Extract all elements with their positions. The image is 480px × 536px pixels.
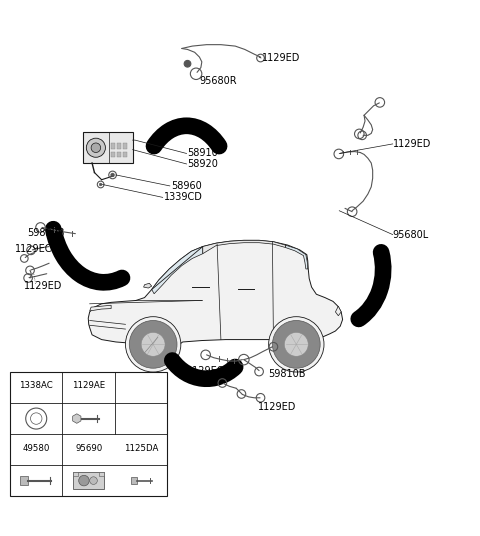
Circle shape [284, 332, 308, 356]
Circle shape [129, 321, 177, 368]
Text: 58960: 58960 [171, 181, 202, 191]
Text: 1129EC: 1129EC [187, 366, 224, 376]
Bar [73, 472, 104, 489]
Circle shape [184, 61, 191, 67]
Bar [73, 472, 78, 476]
Text: 58910: 58910 [188, 148, 218, 159]
Bar [122, 143, 127, 148]
Circle shape [273, 321, 320, 368]
Text: 1129AE: 1129AE [72, 382, 105, 391]
Circle shape [125, 317, 181, 372]
Text: 1129ED: 1129ED [393, 139, 431, 149]
Text: 1339CD: 1339CD [164, 192, 203, 203]
Polygon shape [336, 306, 341, 316]
Bar [20, 477, 28, 485]
Text: 1129ED: 1129ED [258, 403, 297, 412]
Text: 95680L: 95680L [393, 229, 429, 240]
Text: 49580: 49580 [23, 443, 50, 452]
Text: 1338AC: 1338AC [19, 382, 53, 391]
Circle shape [99, 183, 102, 186]
Text: 95680R: 95680R [199, 76, 237, 86]
Text: 58920: 58920 [188, 159, 218, 169]
Polygon shape [72, 414, 81, 423]
Bar [122, 152, 127, 157]
Circle shape [79, 475, 89, 486]
Text: 1129ED: 1129ED [262, 53, 300, 63]
Bar [111, 152, 116, 157]
Bar [117, 143, 121, 148]
Bar [131, 477, 137, 485]
Circle shape [111, 173, 115, 177]
Bar [99, 472, 104, 476]
Polygon shape [144, 283, 152, 288]
Polygon shape [88, 240, 343, 348]
Text: 59810B: 59810B [269, 369, 306, 379]
Circle shape [91, 143, 101, 153]
Bar [111, 143, 116, 148]
Polygon shape [285, 245, 308, 269]
Polygon shape [90, 305, 111, 311]
Text: 59830B: 59830B [28, 228, 65, 238]
Polygon shape [203, 240, 285, 254]
Polygon shape [152, 247, 203, 294]
Bar [117, 152, 121, 157]
Bar [83, 132, 132, 163]
Text: 1125DA: 1125DA [124, 443, 158, 452]
Text: 95690: 95690 [75, 443, 102, 452]
Circle shape [86, 138, 106, 157]
Circle shape [90, 477, 97, 485]
Circle shape [269, 317, 324, 372]
Bar [10, 372, 168, 496]
Circle shape [141, 332, 165, 356]
Text: 1129EC: 1129EC [15, 244, 52, 254]
Text: 1129ED: 1129ED [24, 281, 63, 291]
